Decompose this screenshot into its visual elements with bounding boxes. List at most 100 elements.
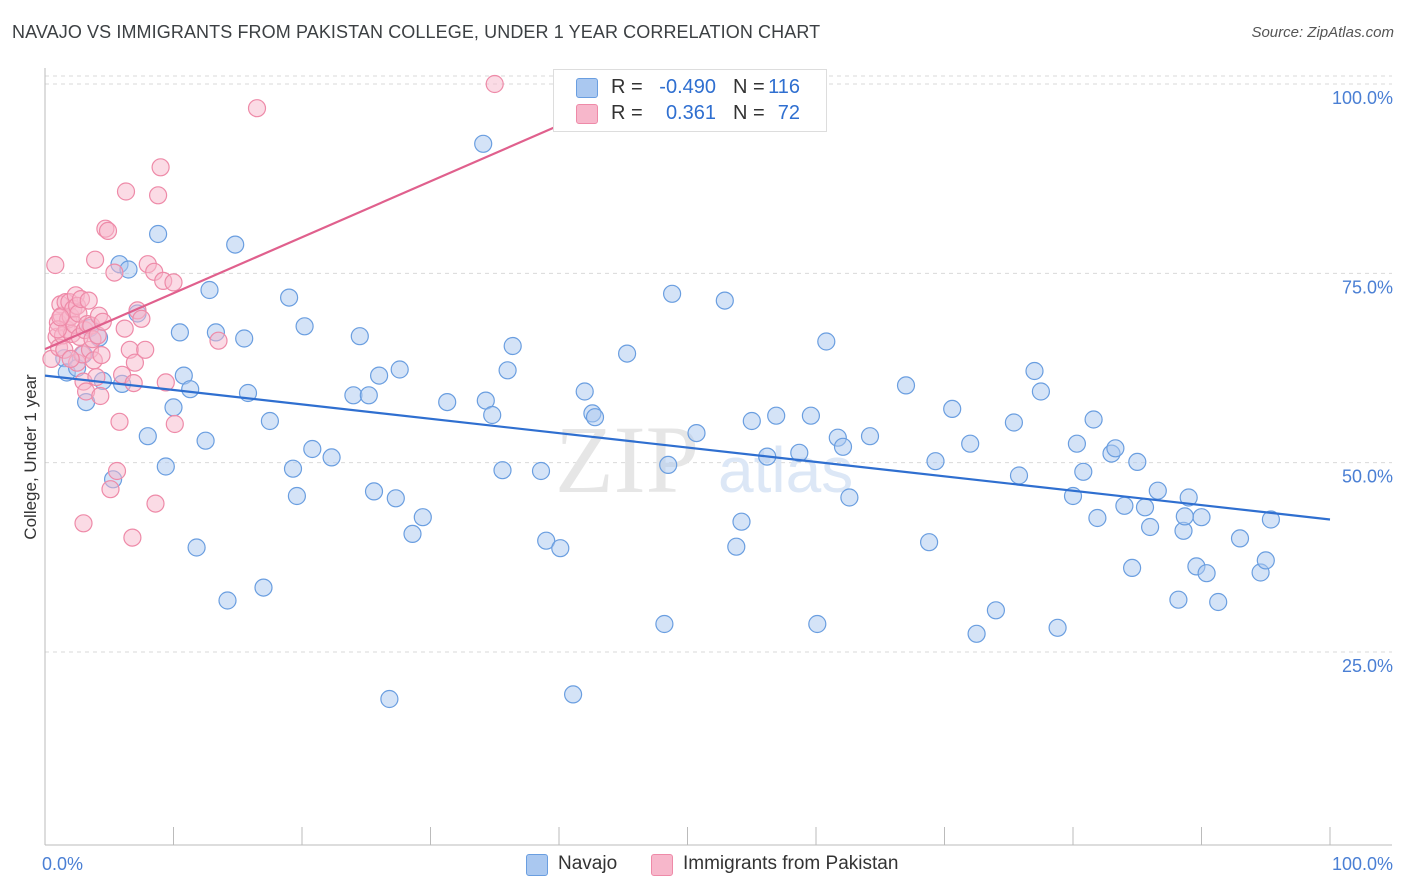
legend-swatch-pakistan <box>576 104 598 124</box>
navajo-point <box>156 457 175 476</box>
navajo-point <box>537 531 556 550</box>
legend-r-value: 0.361 <box>665 102 716 124</box>
pakistan-point <box>132 309 151 328</box>
legend-row-navajo: R = -0.490 N = 116 <box>554 75 826 101</box>
navajo-point <box>967 624 986 643</box>
pakistan-point <box>51 308 70 327</box>
legend-swatch-navajo <box>526 854 548 876</box>
pakistan-trend-line <box>44 121 566 351</box>
x-tick-label: 0.0% <box>42 854 83 874</box>
trend-lines <box>44 121 1331 521</box>
navajo-point <box>1140 517 1160 537</box>
navajo-point <box>585 408 605 427</box>
axes <box>44 68 1392 846</box>
navajo-point <box>370 366 389 385</box>
pakistan-point <box>46 255 65 275</box>
navajo-point <box>380 689 399 709</box>
pakistan-point <box>110 412 129 431</box>
legend-swatch-navajo <box>576 78 598 98</box>
navajo-point <box>943 399 962 418</box>
navajo-point <box>742 411 761 431</box>
pakistan-point <box>101 480 120 499</box>
navajo-point <box>149 224 168 244</box>
navajo-point <box>1088 508 1107 528</box>
navajo-point <box>659 455 678 474</box>
navajo-point <box>287 486 306 506</box>
pakistan-point <box>123 528 142 547</box>
chart-title: NAVAJO VS IMMIGRANTS FROM PAKISTAN COLLE… <box>12 22 821 42</box>
legend-n-label: N = <box>733 76 765 98</box>
pakistan-point <box>92 346 111 365</box>
pakistan-point <box>98 221 118 240</box>
legend-r-label: R = <box>611 102 643 124</box>
pakistan-point <box>151 158 170 177</box>
pakistan-point <box>61 349 80 368</box>
navajo-point <box>531 461 551 481</box>
navajo-point <box>344 386 363 405</box>
navajo-point <box>732 512 751 531</box>
navajo-point <box>493 461 512 480</box>
navajo-point <box>1128 452 1147 471</box>
navajo-point <box>164 398 183 417</box>
series-legend: Navajo Immigrants from Pakistan <box>0 852 1406 878</box>
y-tick-label: 75.0% <box>1342 277 1393 297</box>
navajo-point <box>860 427 880 446</box>
navajo-point <box>1009 466 1029 485</box>
legend-swatch-pakistan <box>651 854 673 876</box>
pakistan-point <box>146 494 165 513</box>
pakistan-point <box>105 263 124 282</box>
navajo-point <box>1031 382 1051 401</box>
navajo-point <box>1067 434 1087 453</box>
navajo-point <box>260 411 279 431</box>
navajo-point <box>1169 590 1188 609</box>
navajo-point <box>840 488 859 507</box>
navajo-point <box>196 431 215 450</box>
x-tick-label: 100.0% <box>1332 854 1393 874</box>
navajo-point <box>1122 558 1142 578</box>
navajo-point <box>254 578 273 597</box>
pakistan-point <box>485 74 504 94</box>
navajo-point <box>474 134 493 153</box>
legend-n-value: 116 <box>768 76 800 98</box>
navajo-point <box>563 685 583 704</box>
navajo-point <box>170 323 189 342</box>
navajo-point <box>1256 551 1275 570</box>
y-tick-label: 50.0% <box>1342 467 1393 487</box>
navajo-point <box>1135 498 1155 517</box>
pakistan-point <box>124 374 143 393</box>
pakistan-point <box>165 414 184 434</box>
legend-label-navajo: Navajo <box>558 853 618 874</box>
navajo-point <box>498 361 517 380</box>
pakistan-point <box>136 340 155 359</box>
navajo-point <box>483 405 502 425</box>
navajo-point <box>687 424 706 443</box>
navajo-point <box>715 291 734 310</box>
navajo-point <box>181 380 200 399</box>
navajo-point <box>808 614 827 634</box>
pakistan-point <box>116 182 136 201</box>
navajo-point <box>986 601 1006 620</box>
navajo-point <box>551 539 570 558</box>
navajo-point <box>1179 488 1198 507</box>
navajo-point <box>1025 361 1044 381</box>
pakistan-point <box>164 273 183 292</box>
tick-labels: 25.0% 50.0% 75.0% 100.0% 0.0% 100.0% <box>42 88 1393 874</box>
navajo-point <box>503 336 522 356</box>
legend-r-label: R = <box>611 76 643 98</box>
navajo-point <box>390 360 409 379</box>
navajo-point <box>138 427 157 446</box>
data-points <box>42 74 1281 709</box>
navajo-point <box>1115 496 1134 515</box>
navajo-point <box>218 591 237 610</box>
navajo-point <box>280 288 299 307</box>
pakistan-point <box>79 291 98 310</box>
navajo-point <box>655 614 674 634</box>
pakistan-point <box>149 186 168 205</box>
legend-n-label: N = <box>733 102 765 124</box>
navajo-point <box>801 406 821 425</box>
navajo-point <box>295 317 314 336</box>
y-axis-label: College, Under 1 year <box>21 374 40 540</box>
navajo-point <box>1261 510 1281 529</box>
navajo-point <box>322 448 341 467</box>
